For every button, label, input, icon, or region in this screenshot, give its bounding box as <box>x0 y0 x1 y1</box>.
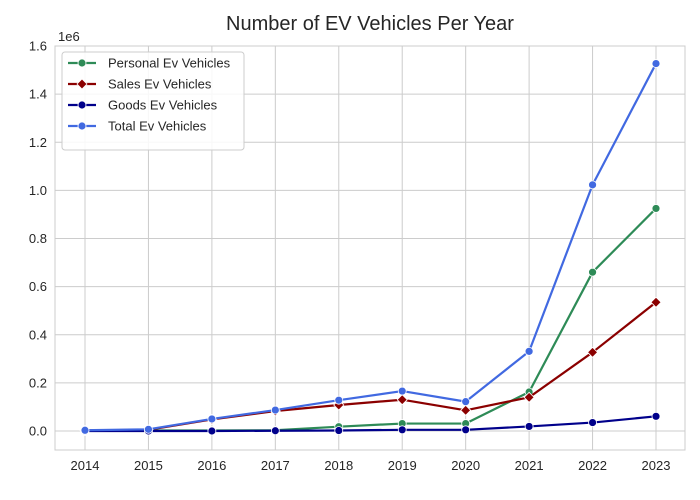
series-3 <box>80 59 661 435</box>
series <box>79 59 662 437</box>
legend-label: Sales Ev Vehicles <box>108 77 212 92</box>
legend-label: Total Ev Vehicles <box>108 119 207 134</box>
x-tick-label: 2015 <box>134 458 163 473</box>
data-point <box>397 425 407 435</box>
y-tick-label: 0.2 <box>29 375 47 390</box>
legend-marker <box>77 58 87 68</box>
y-tick-label: 1.0 <box>29 183 47 198</box>
x-tick-label: 2016 <box>197 458 226 473</box>
x-tick-label: 2023 <box>642 458 671 473</box>
legend-item: Total Ev Vehicles <box>68 119 207 134</box>
data-point <box>334 426 344 435</box>
data-point <box>461 425 471 435</box>
data-point <box>396 394 408 406</box>
legend-marker <box>77 100 87 110</box>
data-point <box>207 426 217 436</box>
y-scale-label: 1e6 <box>58 29 80 44</box>
legend-box <box>61 51 245 151</box>
series-line <box>85 415 657 433</box>
y-tick-label: 0.8 <box>29 231 47 246</box>
series-line <box>84 63 657 432</box>
x-tick-label: 2017 <box>261 458 290 473</box>
legend-marker <box>76 78 88 90</box>
data-point <box>524 346 534 356</box>
series-1 <box>79 296 662 437</box>
legend-item: Personal Ev Vehicles <box>68 56 231 71</box>
axis-ticks: 2014 2015 2016 2017 2018 2019 2020 2021 2022 2023… <box>29 39 671 474</box>
series-line <box>84 301 657 432</box>
data-point <box>650 296 662 308</box>
plot-frame <box>54 45 686 451</box>
data-point <box>461 397 471 407</box>
y-tick-label: 1.2 <box>29 135 47 150</box>
data-point <box>144 424 153 434</box>
data-point <box>651 204 661 213</box>
legend-label: Personal Ev Vehicles <box>108 56 231 71</box>
data-point <box>651 59 661 68</box>
data-point <box>588 418 597 427</box>
legend-label: Goods Ev Vehicles <box>108 98 218 113</box>
y-tick-label: 0.0 <box>29 424 47 439</box>
y-tick-label: 1.6 <box>29 39 47 54</box>
data-point <box>586 346 599 358</box>
legend-marker <box>77 121 87 131</box>
x-tick-label: 2020 <box>451 458 480 473</box>
x-tick-label: 2014 <box>71 458 100 473</box>
data-point <box>524 422 534 431</box>
x-tick-label: 2018 <box>324 458 353 473</box>
data-point <box>207 414 217 424</box>
data-point <box>588 267 597 277</box>
y-tick-label: 0.4 <box>29 327 47 342</box>
data-point <box>334 395 344 405</box>
series-2 <box>80 411 661 436</box>
data-point <box>80 425 90 435</box>
legend-item: Sales Ev Vehicles <box>68 77 212 92</box>
x-tick-label: 2022 <box>578 458 607 473</box>
data-point <box>270 426 280 436</box>
data-point <box>270 405 280 415</box>
data-point <box>523 391 535 403</box>
x-tick-label: 2021 <box>515 458 544 473</box>
y-tick-label: 0.6 <box>29 279 47 294</box>
data-point <box>460 404 472 416</box>
legend: Personal Ev Vehicles Sales Ev Vehicles Goo… <box>61 51 245 151</box>
legend-item: Goods Ev Vehicles <box>68 98 218 113</box>
data-point <box>397 386 407 396</box>
data-point <box>588 180 597 190</box>
y-tick-label: 1.4 <box>29 87 47 102</box>
data-point <box>651 411 661 421</box>
chart-title: Number of EV Vehicles Per Year <box>226 13 514 35</box>
x-tick-label: 2019 <box>388 458 417 473</box>
